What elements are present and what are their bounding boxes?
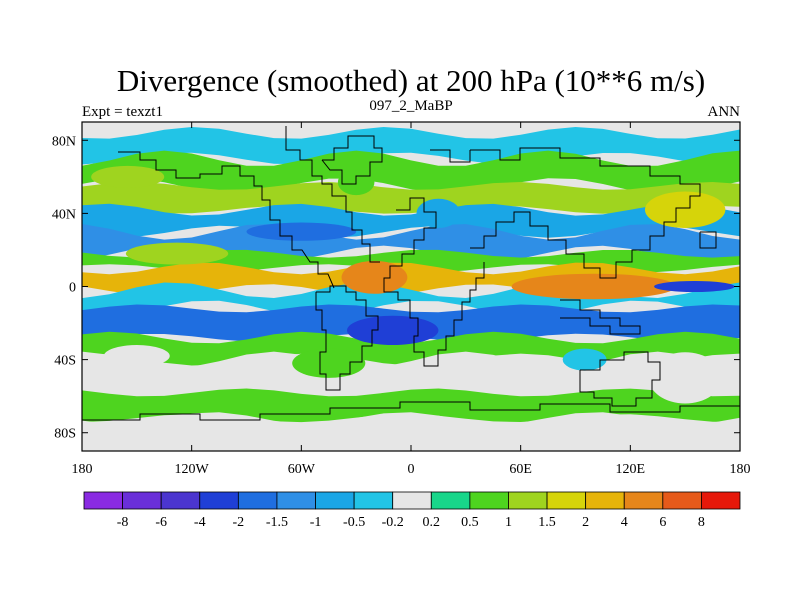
field-blob <box>125 242 229 265</box>
x-tick-label: 180 <box>730 462 751 477</box>
x-tick-label: 60W <box>288 462 316 477</box>
field-band <box>82 203 740 238</box>
field-blob <box>654 281 735 292</box>
colorbar-swatch <box>160 491 201 510</box>
colorbar-label: 0.5 <box>461 515 479 530</box>
colorbar-swatch <box>353 491 394 510</box>
field-blob <box>292 348 366 378</box>
field-blob <box>644 191 726 229</box>
field-blob <box>511 273 677 300</box>
field-band <box>82 412 740 451</box>
chart-title: Divergence (smoothed) at 200 hPa (10**6 … <box>117 63 705 98</box>
colorbar-label: -0.2 <box>382 515 404 530</box>
colorbar-label: -1.5 <box>266 515 288 530</box>
x-tick-label: 60E <box>509 462 532 477</box>
coastline-south-america <box>315 285 379 391</box>
colorbar-swatch <box>392 491 432 510</box>
colorbar-swatch <box>662 491 702 510</box>
field-blob <box>416 198 461 229</box>
colorbar-label: -6 <box>155 515 167 530</box>
colorbar-label: 0.2 <box>423 515 441 530</box>
coastline-europe-africa <box>383 197 485 367</box>
colorbar-label: -8 <box>117 515 129 530</box>
colorbar-label: 1.5 <box>538 515 556 530</box>
field-blob <box>648 352 722 404</box>
colorbar-swatch <box>315 491 355 510</box>
field-band <box>82 351 740 401</box>
coastline-pacific-islands <box>699 231 717 249</box>
colorbar-label: -0.5 <box>343 515 365 530</box>
x-tick-label: 0 <box>408 462 415 477</box>
colorbar-swatch <box>623 491 664 510</box>
colorbar-swatch <box>276 491 316 510</box>
divergence-field <box>82 122 740 451</box>
coastline-australia <box>579 351 661 407</box>
colorbar-swatch <box>237 491 278 510</box>
y-axis: 80N 40N 0 40S 80S <box>52 134 740 442</box>
x-tick-label: 120E <box>616 462 646 477</box>
field-blob <box>347 315 439 345</box>
y-tick-label: 80N <box>52 134 76 149</box>
subtitle-right: ANN <box>708 104 741 120</box>
colorbar-swatch <box>122 491 162 510</box>
y-tick-label: 0 <box>69 281 76 296</box>
y-tick-label: 80S <box>54 427 76 442</box>
field-blob <box>562 348 607 371</box>
y-tick-label: 40N <box>52 207 76 222</box>
field-blob <box>103 344 170 367</box>
colorbar-label: 2 <box>582 515 589 530</box>
colorbar-swatch <box>83 491 123 510</box>
subtitle-left: Expt = texzt1 <box>82 104 163 120</box>
colorbar-swatch <box>546 491 587 510</box>
map-plot-area <box>81 121 741 452</box>
coastline-asia-north <box>430 149 471 163</box>
coastline-north-america-east <box>285 126 380 263</box>
colorbar-swatch <box>701 491 741 510</box>
field-blob <box>341 260 408 294</box>
colorbar-label: 1 <box>505 515 512 530</box>
colorbar-label: -1 <box>310 515 322 530</box>
colorbar-label: -2 <box>233 515 245 530</box>
coastline-greenland <box>321 135 383 185</box>
colorbar-swatch <box>430 491 471 510</box>
subtitle-center: 097_2_MaBP <box>369 98 452 114</box>
colorbar-swatch <box>508 491 548 510</box>
colorbar-swatch <box>199 491 239 510</box>
x-tick-label: 120W <box>175 462 210 477</box>
y-tick-label: 40S <box>54 354 76 369</box>
colorbar-label: -4 <box>194 515 206 530</box>
colorbar-label: 8 <box>698 515 705 530</box>
field-band <box>82 249 740 273</box>
x-tick-label: 180 <box>72 462 93 477</box>
coastline-asia <box>470 147 701 279</box>
colorbar-label: 4 <box>621 515 628 530</box>
coastline-north-america <box>118 151 335 289</box>
colorbar-swatch <box>585 491 625 510</box>
colorbar-swatch <box>469 491 509 510</box>
coastline-layer <box>82 126 740 421</box>
colorbar-label: 6 <box>659 515 666 530</box>
coastline-antarctica <box>82 401 740 421</box>
field-blob <box>91 165 165 188</box>
coastline-maritime <box>560 299 641 335</box>
field-blob <box>246 222 357 241</box>
colorbar: -8 -6 -4 -2 -1.5 -1 -0.5 -0.2 0.2 0.5 1 1.5 2 4 6 8 <box>83 491 741 530</box>
field-band <box>82 150 740 194</box>
x-axis: 180 120W 60W 0 60E 120E 180 <box>72 122 751 477</box>
